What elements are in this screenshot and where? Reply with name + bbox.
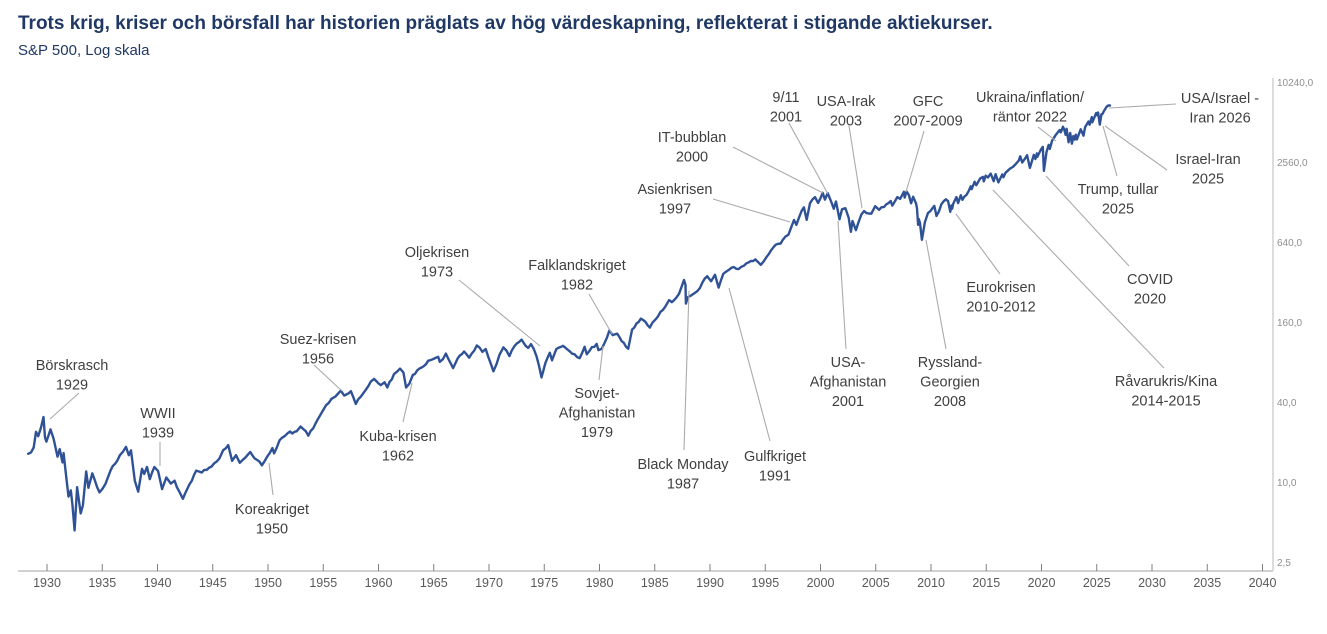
annotation-leader-line xyxy=(313,364,343,392)
annotation-leader-line xyxy=(49,392,80,420)
annotation-leader-line xyxy=(728,287,771,442)
x-axis-label: 2035 xyxy=(1193,576,1221,590)
y-axis-label: 640,0 xyxy=(1277,238,1302,249)
annotation-label: Israel-Iran 2025 xyxy=(1175,152,1240,188)
annotation-leader-line xyxy=(848,125,863,209)
y-axis-label: 2,5 xyxy=(1277,558,1291,569)
annotation-leader-line xyxy=(925,239,947,350)
annotation-leader-line xyxy=(683,290,690,451)
x-axis-label: 1960 xyxy=(365,576,393,590)
x-axis-label: 2005 xyxy=(862,576,890,590)
x-axis-label: 2010 xyxy=(917,576,945,590)
annotation-leader-line xyxy=(402,382,413,423)
x-axis-label: 2020 xyxy=(1028,576,1056,590)
x-axis-label: 1980 xyxy=(586,576,614,590)
y-axis-label: 160,0 xyxy=(1277,318,1302,329)
annotation-leader-line xyxy=(268,462,274,496)
annotation-leader-line xyxy=(1108,103,1177,109)
annotation-label: Black Monday 1987 xyxy=(637,457,729,493)
annotation-leader-line xyxy=(1102,125,1118,177)
x-axis-label: 1935 xyxy=(88,576,116,590)
x-axis-label: 1940 xyxy=(144,576,172,590)
x-axis-label: 2030 xyxy=(1138,576,1166,590)
x-axis-label: 1965 xyxy=(420,576,448,590)
annotation-leader-line xyxy=(1045,175,1130,267)
annotation-leader-line xyxy=(1104,125,1168,171)
chart-title: Trots krig, kriser och börsfall har hist… xyxy=(18,13,993,34)
x-axis-label: 1945 xyxy=(199,576,227,590)
annotation-label: Sovjet-Afghanistan 1979 xyxy=(559,386,636,441)
annotation-label: USA-Afghanistan 2001 xyxy=(810,355,887,410)
annotation-label: Oljekrisen 1973 xyxy=(405,245,469,281)
x-axis-label: 2015 xyxy=(972,576,1000,590)
x-axis-label: 2040 xyxy=(1249,576,1277,590)
annotation-leader-line xyxy=(992,189,1165,369)
annotation-leader-line xyxy=(588,293,613,335)
annotation-label: Koreakriget 1950 xyxy=(235,502,309,538)
chart-subtitle: S&P 500, Log skala xyxy=(18,42,150,59)
annotation-label: Börskrasch 1929 xyxy=(36,358,109,394)
annotation-label: COVID 2020 xyxy=(1127,272,1173,308)
annotation-label: IT-bubblan 2000 xyxy=(658,130,727,166)
sp500-series-line xyxy=(27,104,1112,532)
y-axis-label: 10,0 xyxy=(1277,478,1297,489)
y-axis-label: 2560,0 xyxy=(1277,158,1308,169)
x-axis-label: 1970 xyxy=(475,576,503,590)
x-axis-label: 1930 xyxy=(33,576,61,590)
annotation-leader-line xyxy=(1037,126,1057,142)
annotation-label: GFC 2007-2009 xyxy=(893,94,962,130)
x-axis-label: 1995 xyxy=(751,576,779,590)
annotation-label: WWII 1939 xyxy=(140,406,175,442)
annotation-leader-line xyxy=(955,213,1001,275)
annotation-label: 9/11 2001 xyxy=(770,90,802,126)
annotation-leader-line xyxy=(905,130,925,193)
x-axis-label: 1990 xyxy=(696,576,724,590)
annotation-label: Gulfkriget 1991 xyxy=(744,449,806,485)
x-axis-label: 1975 xyxy=(530,576,558,590)
annotation-label: Trump, tullar 2025 xyxy=(1078,182,1159,218)
annotation-label: Råvarukris/Kina 2014-2015 xyxy=(1115,374,1218,410)
x-axis-label: 1955 xyxy=(309,576,337,590)
annotation-label: Ryssland-Georgien 2008 xyxy=(918,355,983,410)
x-axis-label: 2000 xyxy=(807,576,835,590)
annotation-leader-line xyxy=(712,198,791,223)
annotation-label: Eurokrisen 2010-2012 xyxy=(966,280,1035,316)
x-axis-label: 1985 xyxy=(641,576,669,590)
annotation-leader-line xyxy=(732,146,824,194)
annotation-label: Ukraina/inflation/räntor 2022 xyxy=(976,90,1085,126)
annotation-leader-line xyxy=(788,122,829,195)
annotation-leader-line xyxy=(598,345,604,381)
annotation-label: Kuba-krisen 1962 xyxy=(359,429,436,465)
x-axis-label: 1950 xyxy=(254,576,282,590)
annotation-label: Suez-krisen 1956 xyxy=(280,332,357,368)
annotation-label: Falklandskriget 1982 xyxy=(528,258,626,294)
annotation-label: USA/Israel -Iran 2026 xyxy=(1181,91,1259,127)
annotation-label: USA-Irak 2003 xyxy=(817,94,877,130)
y-axis-label: 40,0 xyxy=(1277,398,1297,409)
annotation-label: Asienkrisen 1997 xyxy=(638,182,713,218)
annotation-leader-line xyxy=(837,220,847,350)
x-axis-label: 2025 xyxy=(1083,576,1111,590)
annotation-leader-line xyxy=(458,279,541,347)
y-axis-label: 10240,0 xyxy=(1277,78,1314,89)
